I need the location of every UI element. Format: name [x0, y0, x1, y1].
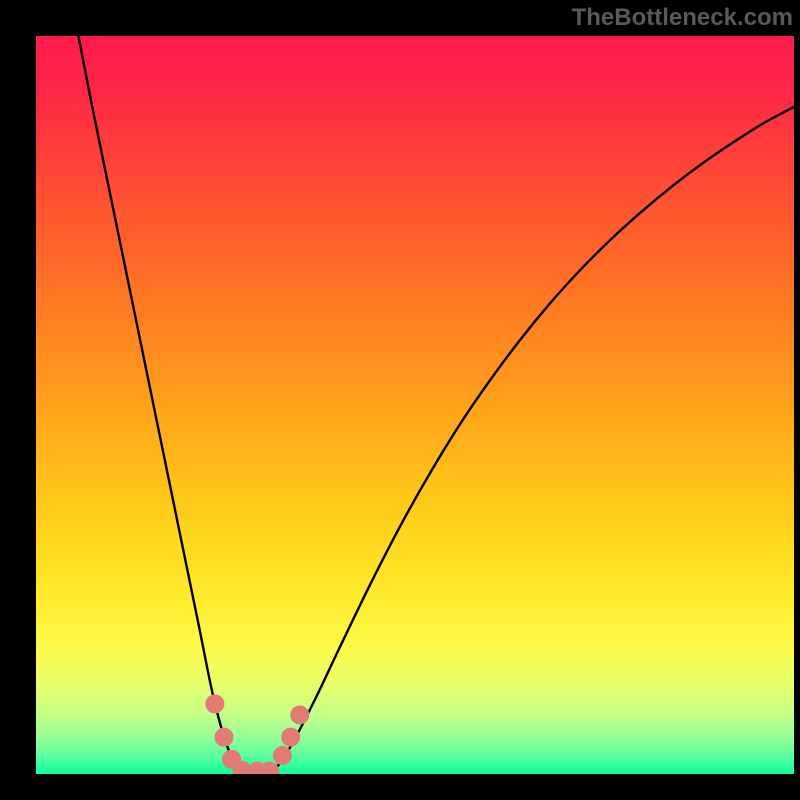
curve-marker — [206, 695, 224, 713]
chart-area — [36, 36, 794, 774]
curve-marker — [291, 706, 309, 724]
curve-marker — [282, 728, 300, 746]
bottleneck-curve-chart — [36, 36, 794, 774]
chart-background — [36, 36, 794, 774]
curve-marker — [215, 728, 233, 746]
curve-marker — [273, 747, 291, 765]
watermark-label: TheBottleneck.com — [572, 4, 793, 32]
